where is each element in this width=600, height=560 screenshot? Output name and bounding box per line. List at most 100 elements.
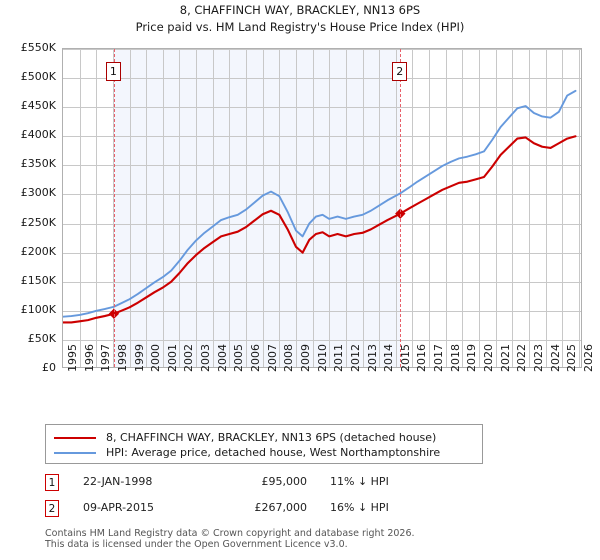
grid-line-vertical [262, 49, 264, 367]
grid-line-vertical [362, 49, 364, 367]
footer-line-1: Contains HM Land Registry data © Crown c… [45, 528, 415, 539]
grid-line-vertical [96, 49, 98, 367]
transactions-table: 1 22-JAN-1998 £95,000 11% ↓ HPI 2 09-APR… [45, 472, 485, 524]
grid-line-vertical [312, 49, 314, 367]
legend-item-price-paid: 8, CHAFFINCH WAY, BRACKLEY, NN13 6PS (de… [54, 430, 474, 445]
grid-line-vertical [79, 49, 81, 367]
grid-line-vertical [229, 49, 231, 367]
x-axis-tick-label: 1996 [82, 344, 96, 372]
x-axis-tick-label: 2004 [215, 344, 229, 372]
x-axis-tick-label: 2000 [149, 344, 163, 372]
y-axis-tick-label: £100K [20, 302, 56, 316]
y-axis-tick-label: £200K [20, 244, 56, 258]
grid-line-vertical [295, 49, 297, 367]
y-axis-tick-label: £300K [20, 186, 56, 200]
y-axis-tick-label: £350K [20, 157, 56, 171]
x-axis-tick-label: 2019 [465, 344, 479, 372]
grid-line-vertical [379, 49, 381, 367]
footer-line-2: This data is licensed under the Open Gov… [45, 539, 348, 550]
y-axis-tick-label: £500K [20, 70, 56, 84]
grid-line-vertical [179, 49, 181, 367]
x-axis-tick-label: 1999 [132, 344, 146, 372]
x-axis-tick-label: 2015 [398, 344, 412, 372]
grid-line-horizontal [63, 252, 581, 254]
grid-line-vertical [345, 49, 347, 367]
chart-title-block: 8, CHAFFINCH WAY, BRACKLEY, NN13 6PS Pri… [0, 2, 600, 36]
grid-line-vertical [578, 49, 580, 367]
legend-swatch-price-paid [54, 436, 96, 439]
chart-legend: 8, CHAFFINCH WAY, BRACKLEY, NN13 6PS (de… [45, 424, 483, 464]
y-axis-tick-label: £50K [27, 331, 56, 345]
grid-line-vertical [462, 49, 464, 367]
grid-line-horizontal [63, 107, 581, 109]
grid-line-vertical [212, 49, 214, 367]
transaction-hpi-delta: 11% ↓ HPI [330, 475, 389, 488]
x-axis-tick-label: 2001 [165, 344, 179, 372]
table-row: 1 22-JAN-1998 £95,000 11% ↓ HPI [45, 472, 485, 498]
x-axis-tick-label: 2022 [515, 344, 529, 372]
grid-line-vertical [495, 49, 497, 367]
grid-line-vertical [329, 49, 331, 367]
x-axis-tick-label: 1995 [66, 344, 79, 372]
grid-line-horizontal [63, 310, 581, 312]
x-axis-tick-label: 2025 [565, 344, 579, 372]
grid-line-horizontal [63, 194, 581, 196]
transaction-date: 22-JAN-1998 [83, 475, 153, 488]
grid-line-vertical [129, 49, 131, 367]
y-axis-tick-label: £400K [20, 128, 56, 142]
grid-line-horizontal [63, 165, 581, 167]
transaction-price: £267,000 [254, 501, 308, 514]
x-axis-tick-label: 2003 [199, 344, 213, 372]
y-axis-tick-label: £450K [20, 99, 56, 113]
table-row: 2 09-APR-2015 £267,000 16% ↓ HPI [45, 498, 485, 524]
x-axis-tick-label: 1997 [99, 344, 113, 372]
grid-line-vertical [512, 49, 514, 367]
legend-label-hpi: HPI: Average price, detached house, West… [106, 446, 441, 459]
x-axis-tick-label: 1998 [115, 344, 129, 372]
highlighted-ownership-band [113, 49, 401, 367]
y-axis-tick-label: £550K [20, 41, 56, 54]
x-axis-tick-label: 2010 [315, 344, 329, 372]
chart-subtitle: Price paid vs. HM Land Registry's House … [135, 20, 465, 34]
event-marker-1[interactable]: 1 [105, 62, 121, 81]
grid-line-horizontal [63, 339, 581, 341]
y-axis-tick-label: £0 [42, 361, 56, 374]
grid-line-horizontal [63, 223, 581, 225]
x-axis-tick-label: 2007 [265, 344, 279, 372]
transaction-hpi-delta: 16% ↓ HPI [330, 501, 389, 514]
transaction-price: £95,000 [261, 475, 308, 488]
x-axis-tick-label: 2017 [432, 344, 446, 372]
x-axis-tick-label: 2008 [282, 344, 296, 372]
chart-plot-area [62, 48, 582, 368]
x-axis-tick-label: 2014 [382, 344, 396, 372]
status-badge: 1 [45, 474, 59, 491]
legend-item-hpi: HPI: Average price, detached house, West… [54, 445, 474, 460]
grid-line-vertical [196, 49, 198, 367]
copyright-footer: Contains HM Land Registry data © Crown c… [45, 528, 585, 550]
grid-line-horizontal [63, 49, 581, 50]
grid-line-vertical [429, 49, 431, 367]
page-title: 8, CHAFFINCH WAY, BRACKLEY, NN13 6PS [179, 3, 421, 17]
y-axis-tick-label: £250K [20, 215, 56, 229]
x-axis-tick-label: 2013 [365, 344, 379, 372]
x-axis-tick-label: 2002 [182, 344, 196, 372]
grid-line-vertical [528, 49, 530, 367]
x-axis-tick-label: 2005 [232, 344, 246, 372]
series-lines [63, 89, 577, 324]
series-line-hpi [63, 89, 577, 318]
grid-line-vertical [412, 49, 414, 367]
x-axis-tick-label: 2012 [348, 344, 362, 372]
x-axis-tick-label: 2021 [498, 344, 512, 372]
x-axis-tick-label: 2009 [298, 344, 312, 372]
x-axis-tick-label: 2026 [581, 344, 595, 372]
legend-label-price-paid: 8, CHAFFINCH WAY, BRACKLEY, NN13 6PS (de… [106, 431, 437, 444]
x-axis-tick-label: 2020 [482, 344, 495, 372]
series-line-price-paid [63, 135, 577, 324]
grid-line-horizontal [63, 281, 581, 283]
status-badge: 2 [45, 500, 59, 517]
event-vertical-line [400, 49, 402, 367]
y-axis-tick-label: £150K [20, 273, 56, 287]
grid-line-vertical [112, 49, 114, 367]
x-axis-tick-label: 2018 [448, 344, 462, 372]
event-marker-2[interactable]: 2 [392, 62, 408, 81]
